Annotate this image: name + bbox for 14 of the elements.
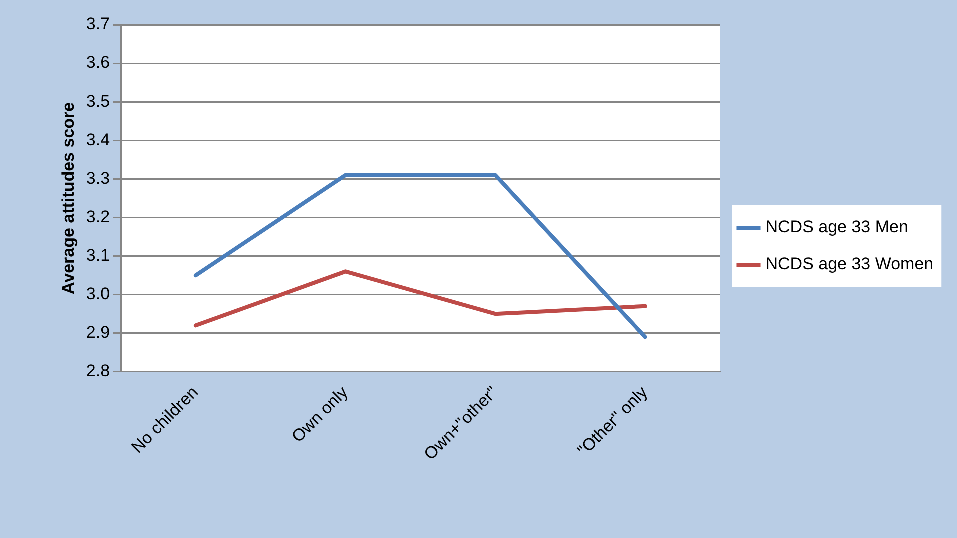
y-tick-label: 3.2 [86,207,110,226]
y-tick-label: 3.1 [86,246,110,265]
legend-label: NCDS age 33 Men [766,218,908,237]
legend-label: NCDS age 33 Women [766,254,934,274]
y-tick-label: 3.3 [86,168,110,188]
y-tick-label: 2.9 [86,323,110,342]
x-tick-label: Own only [288,382,352,446]
y-tick-label: 3.0 [86,284,110,304]
y-axis-title: Average attitudes score [58,102,78,295]
y-tick-label: 3.6 [86,53,110,72]
y-tick-label: 2.8 [86,362,110,381]
y-tick-label: 3.5 [86,92,110,111]
y-tick-label: 3.4 [86,130,110,150]
y-tick-label: 3.7 [86,14,110,34]
